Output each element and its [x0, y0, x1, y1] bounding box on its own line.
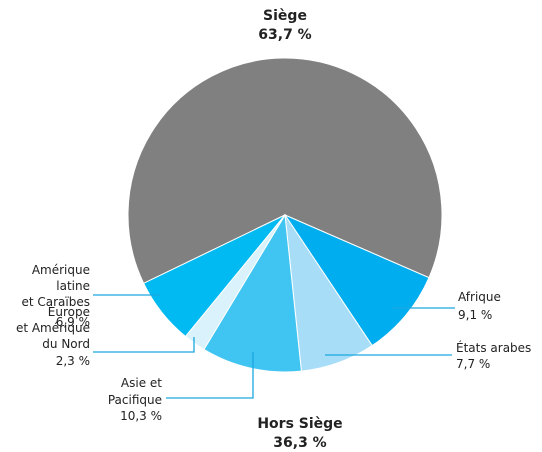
pie-slice — [283, 213, 430, 347]
group-value-label: 36,3 % — [273, 435, 326, 451]
value-label: 2,3 % — [56, 354, 90, 368]
slice-label: États arabes — [456, 340, 531, 355]
pie-slice — [203, 213, 302, 373]
slice-label: Europe et Amérique du Nord — [16, 305, 90, 351]
pie-slice — [127, 57, 443, 284]
slice-label: Afrique — [458, 290, 501, 304]
pie-slice — [142, 214, 286, 338]
value-label: 7,7 % — [456, 357, 490, 371]
group-label: Hors Siège — [257, 416, 342, 432]
value-label: 6,9 % — [56, 315, 90, 329]
slice-label: Amérique latine et Caraïbes — [21, 263, 90, 309]
leader-line — [166, 352, 254, 399]
slice-label: Siège — [263, 8, 307, 24]
slice-label: Asie et Pacifique — [108, 376, 162, 407]
value-label: 9,1 % — [458, 308, 492, 322]
value-label: 63,7 % — [258, 27, 311, 43]
leader-line — [93, 337, 195, 353]
value-label: 10,3 % — [120, 409, 162, 423]
